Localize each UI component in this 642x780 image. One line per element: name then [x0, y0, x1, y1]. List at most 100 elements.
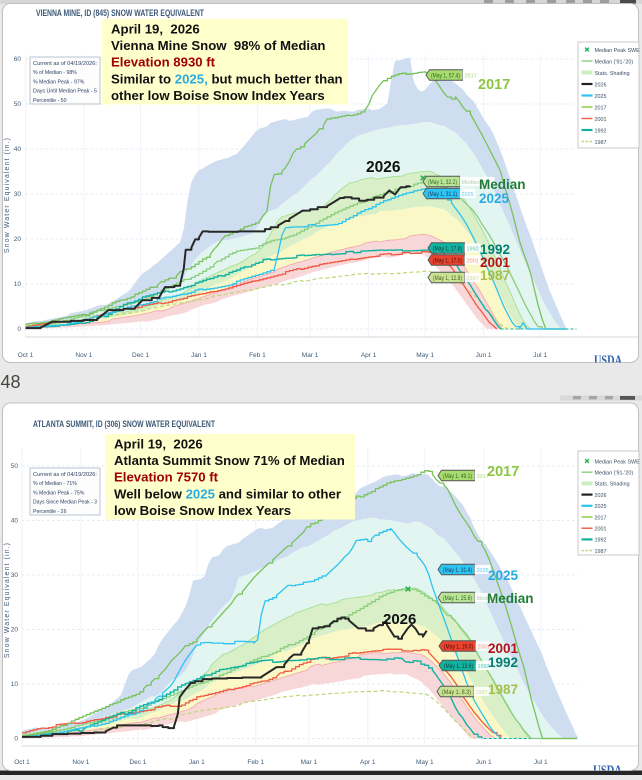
svg-text:(May 1, 12.8): (May 1, 12.8) [433, 276, 462, 282]
svg-text:0: 0 [17, 326, 21, 333]
svg-text:Dec 1: Dec 1 [129, 759, 146, 766]
svg-text:60: 60 [14, 56, 22, 63]
svg-text:1987: 1987 [476, 690, 488, 696]
svg-text:(May 1, 13.6): (May 1, 13.6) [444, 664, 473, 670]
svg-text:Jul 1: Jul 1 [534, 759, 548, 766]
svg-text:Mar 1: Mar 1 [302, 352, 319, 359]
svg-text:Apr 1: Apr 1 [360, 759, 376, 766]
svg-text:2017: 2017 [477, 474, 489, 480]
svg-text:Median: Median [479, 177, 526, 192]
svg-text:% Median Peak - 75%: % Median Peak - 75% [33, 490, 85, 496]
svg-text:2001: 2001 [595, 117, 607, 123]
svg-text:1992: 1992 [595, 538, 607, 544]
svg-text:Jun 1: Jun 1 [476, 352, 492, 359]
svg-text:1987: 1987 [488, 682, 518, 697]
svg-text:1992: 1992 [595, 128, 607, 134]
svg-text:2025: 2025 [595, 504, 607, 510]
svg-text:2017: 2017 [595, 515, 607, 521]
svg-text:(May 1, 57.4): (May 1, 57.4) [431, 73, 460, 79]
svg-text:Feb 1: Feb 1 [249, 352, 266, 359]
svg-text:Snow Water Equivalent (in.): Snow Water Equivalent (in.) [4, 137, 11, 253]
svg-text:0: 0 [14, 736, 18, 743]
svg-text:Median ('91-'20): Median ('91-'20) [595, 471, 634, 477]
svg-text:2025: 2025 [479, 191, 510, 206]
svg-text:2025: 2025 [488, 568, 519, 583]
svg-text:(May 1, 31.1): (May 1, 31.1) [428, 192, 457, 198]
svg-text:Median: Median [477, 596, 495, 602]
svg-text:Jun 1: Jun 1 [476, 759, 492, 766]
svg-text:Feb 1: Feb 1 [247, 759, 264, 766]
svg-text:30: 30 [11, 572, 19, 579]
svg-text:20: 20 [11, 627, 19, 634]
svg-text:May 1: May 1 [416, 759, 434, 766]
svg-text:Apr 1: Apr 1 [361, 352, 377, 359]
svg-text:(May 1, 49.1): (May 1, 49.1) [443, 474, 472, 480]
svg-text:2017: 2017 [478, 77, 510, 93]
svg-text:2026: 2026 [366, 159, 401, 176]
svg-text:(May 1, 16.0): (May 1, 16.0) [444, 644, 473, 650]
svg-text:Days Since Median Peak - 3: Days Since Median Peak - 3 [33, 500, 97, 506]
svg-text:Similar to 2025, but much bett: Similar to 2025, but much better than [111, 71, 343, 86]
svg-text:10: 10 [11, 681, 19, 688]
svg-text:Median ('9: Median ('9 [462, 180, 488, 186]
svg-text:Well below 2025 and similar to: Well below 2025 and similar to other [114, 486, 341, 501]
svg-text:40: 40 [14, 146, 22, 153]
svg-text:1992: 1992 [488, 655, 518, 670]
svg-text:Median: Median [487, 591, 534, 606]
svg-text:Current as of 04/19/2026:: Current as of 04/19/2026: [33, 61, 97, 67]
svg-text:1987: 1987 [595, 140, 607, 146]
svg-text:2025: 2025 [595, 94, 607, 100]
svg-text:Median Peak SWE: Median Peak SWE [595, 459, 641, 465]
svg-text:Nov 1: Nov 1 [75, 352, 92, 359]
svg-text:40: 40 [11, 518, 19, 525]
svg-text:30: 30 [14, 191, 22, 198]
svg-text:Stats. Shading: Stats. Shading [595, 482, 630, 488]
svg-text:USDA: USDA [593, 764, 623, 776]
svg-text:Days Until Median Peak - 5: Days Until Median Peak - 5 [33, 89, 97, 95]
svg-text:Nov 1: Nov 1 [72, 759, 89, 766]
svg-text:(May 1, 17.8): (May 1, 17.8) [433, 246, 462, 252]
svg-text:Mar 1: Mar 1 [301, 759, 318, 766]
svg-text:1992: 1992 [478, 664, 490, 670]
svg-text:Atlanta Summit Snow 71% of Med: Atlanta Summit Snow 71% of Median [114, 453, 345, 468]
svg-text:50: 50 [11, 463, 19, 470]
svg-text:Dec 1: Dec 1 [132, 352, 149, 359]
svg-text:Elevation 8930 ft: Elevation 8930 ft [111, 55, 216, 70]
svg-text:1992: 1992 [480, 242, 510, 257]
svg-text:2017: 2017 [487, 464, 519, 480]
svg-text:April 19, 2026: April 19, 2026 [111, 22, 200, 37]
svg-text:2025: 2025 [477, 568, 489, 574]
svg-text:10: 10 [14, 281, 22, 288]
svg-text:Stats. Shading: Stats. Shading [595, 71, 630, 77]
svg-text:Elevation 7570 ft: Elevation 7570 ft [114, 470, 219, 485]
svg-text:2017: 2017 [465, 73, 477, 79]
svg-text:(May 1, 31.4): (May 1, 31.4) [443, 568, 472, 574]
svg-text:20: 20 [14, 236, 22, 243]
svg-text:2001: 2001 [480, 255, 511, 270]
svg-text:(May 1, 8.3): (May 1, 8.3) [442, 690, 471, 696]
svg-text:Median ('91-'20): Median ('91-'20) [595, 59, 634, 65]
svg-text:USDA: USDA [594, 354, 623, 369]
svg-text:2001: 2001 [478, 644, 490, 650]
svg-text:low Boise Snow Index Years: low Boise Snow Index Years [114, 503, 291, 518]
svg-text:2026: 2026 [595, 493, 607, 499]
svg-text:April 19, 2026: April 19, 2026 [114, 437, 203, 452]
svg-text:1987: 1987 [480, 268, 510, 283]
svg-text:48: 48 [1, 372, 21, 392]
svg-text:% of Median - 71%: % of Median - 71% [33, 481, 77, 487]
svg-text:2026: 2026 [383, 611, 416, 628]
svg-text:other low Boise Snow Index Yea: other low Boise Snow Index Years [111, 88, 325, 103]
svg-text:2026: 2026 [595, 82, 607, 88]
svg-text:2017: 2017 [595, 105, 607, 111]
svg-text:(May 1, 32.2): (May 1, 32.2) [428, 180, 457, 186]
svg-text:Current as of 04/19/2026:: Current as of 04/19/2026: [33, 472, 97, 478]
svg-text:1987: 1987 [467, 276, 479, 282]
svg-text:Oct 1: Oct 1 [14, 759, 30, 766]
svg-text:2025: 2025 [462, 192, 474, 198]
svg-text:Percentile - 50: Percentile - 50 [33, 98, 67, 104]
svg-text:Percentile - 26: Percentile - 26 [33, 509, 67, 515]
svg-text:Snow Water Equivalent (in.): Snow Water Equivalent (in.) [4, 542, 11, 658]
svg-text:ATLANTA SUMMIT, ID (306) SNOW: ATLANTA SUMMIT, ID (306) SNOW WATER EQUI… [33, 419, 215, 429]
svg-text:May 1: May 1 [416, 352, 434, 359]
svg-text:2001: 2001 [595, 527, 607, 533]
